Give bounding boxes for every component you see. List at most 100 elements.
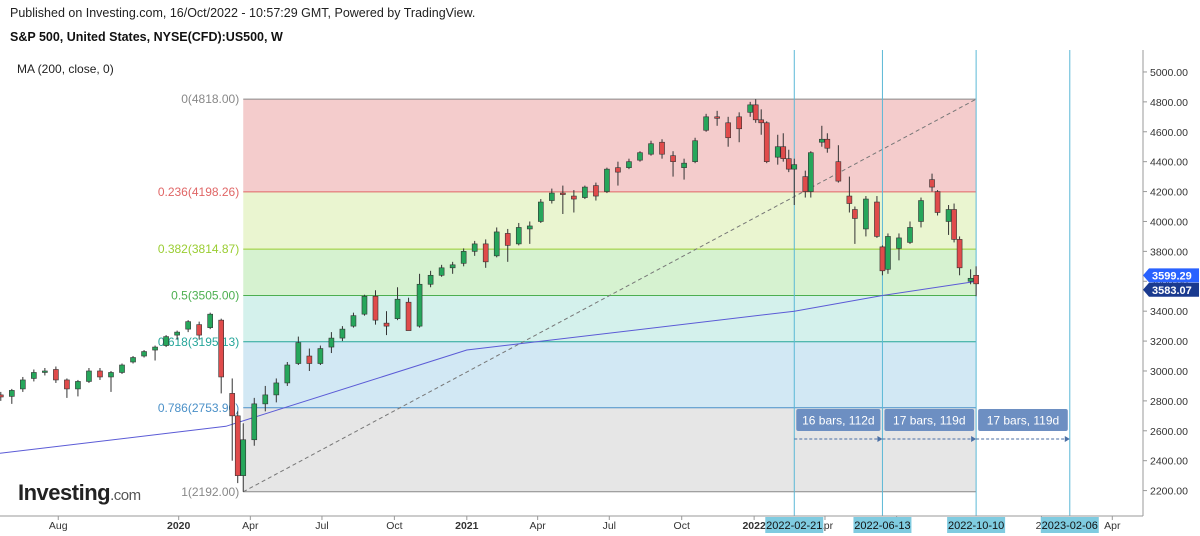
candle <box>317 345 324 365</box>
candle-body <box>185 321 191 330</box>
candle-body <box>482 243 489 263</box>
fib-level-label: 0.786(2753.90) <box>158 401 239 415</box>
marker-date-label: 2023-02-06 <box>1042 520 1098 532</box>
candle <box>75 379 81 397</box>
candle-body <box>874 201 880 237</box>
y-tick-label: 2600.00 <box>1150 426 1188 438</box>
fibonacci-retracement[interactable]: 0(4818.00) 0.236(4198.26) 0.382(3814.87) 0.… <box>158 92 977 499</box>
y-tick-label: 2200.00 <box>1150 486 1188 498</box>
candle-body <box>747 104 753 113</box>
date-range[interactable]: 17 bars, 119d <box>976 409 1070 443</box>
candle <box>648 140 654 156</box>
candle <box>560 185 566 214</box>
arrow-head-icon <box>877 436 883 443</box>
candle <box>824 133 831 153</box>
candle-body <box>130 357 136 363</box>
candle-body <box>9 390 15 397</box>
candle <box>163 335 169 348</box>
candle-body <box>758 119 765 124</box>
candle <box>482 239 489 268</box>
marker-date-badge <box>853 517 912 533</box>
candle-body <box>885 236 891 270</box>
candle-body <box>416 283 423 327</box>
candle-body <box>951 209 957 240</box>
candle <box>295 336 302 365</box>
candle-body <box>350 315 357 327</box>
candle-body <box>780 146 787 159</box>
x-tick-label: Jul <box>315 520 328 532</box>
candle-body <box>681 162 687 168</box>
candle-body <box>108 372 114 378</box>
date-range[interactable]: 17 bars, 119d <box>882 409 977 443</box>
candle-body <box>648 143 654 155</box>
candle <box>361 294 368 316</box>
candle <box>681 158 687 180</box>
candle <box>752 99 759 123</box>
candle <box>284 362 291 386</box>
logo-suffix: .com <box>110 487 141 504</box>
y-tick-label: 3000.00 <box>1150 366 1188 378</box>
candle <box>582 185 588 200</box>
candle <box>207 312 213 330</box>
candle-body <box>785 158 792 170</box>
y-tick-label: 3400.00 <box>1150 306 1188 318</box>
candle <box>526 221 533 244</box>
candle <box>763 121 770 164</box>
fib-level-label: 0.5(3505.00) <box>171 288 239 302</box>
candle-body <box>20 379 26 390</box>
candle <box>130 356 136 364</box>
candle-body <box>119 364 125 373</box>
y-tick-label: 3800.00 <box>1150 246 1188 258</box>
candle <box>758 109 765 135</box>
candle <box>808 151 814 198</box>
candle <box>593 182 599 201</box>
candle-body <box>174 331 180 336</box>
candle <box>973 266 979 297</box>
candle <box>64 378 70 398</box>
candle <box>571 190 577 213</box>
candle-body <box>427 274 434 285</box>
candle-body <box>361 295 368 315</box>
candle <box>918 197 924 228</box>
candle-body <box>791 164 798 170</box>
candle-body <box>626 161 632 168</box>
candle <box>97 367 103 380</box>
candle <box>240 423 247 492</box>
indicator-label[interactable]: MA (200, close, 0) <box>17 62 114 76</box>
candle <box>196 321 202 340</box>
candle <box>885 233 891 274</box>
candle <box>328 332 335 354</box>
candle-body <box>471 243 478 252</box>
candle <box>251 397 258 446</box>
candle-body <box>53 369 59 381</box>
candle-body <box>273 382 280 396</box>
candle-body <box>659 141 665 155</box>
date-ranges[interactable]: 16 bars, 112d 17 bars, 119d 17 bars, 119d <box>794 409 1070 443</box>
candle-body <box>863 198 869 230</box>
candle-body <box>604 168 610 192</box>
candle <box>229 378 236 461</box>
candle <box>896 233 902 261</box>
trend-line <box>243 98 977 493</box>
candle-body <box>703 116 709 131</box>
axes: 2200.00 2400.00 2600.00 2800.00 3000.00 3200.… <box>0 50 1199 533</box>
candle-body <box>218 319 225 378</box>
candle-body <box>405 301 412 331</box>
candle <box>852 206 858 244</box>
candle-body <box>163 336 169 346</box>
candle <box>515 222 522 246</box>
candle-body <box>97 370 103 378</box>
candle-body <box>725 122 731 139</box>
candle <box>785 149 792 173</box>
candle <box>934 190 941 216</box>
date-range[interactable]: 16 bars, 112d <box>794 409 883 443</box>
candle <box>863 196 869 237</box>
candle-body <box>846 195 853 204</box>
date-range-badge <box>978 409 1068 432</box>
candle <box>350 312 357 328</box>
candle-body <box>714 116 720 119</box>
candle <box>747 101 753 117</box>
candle <box>791 158 798 206</box>
candle-body <box>907 227 913 243</box>
